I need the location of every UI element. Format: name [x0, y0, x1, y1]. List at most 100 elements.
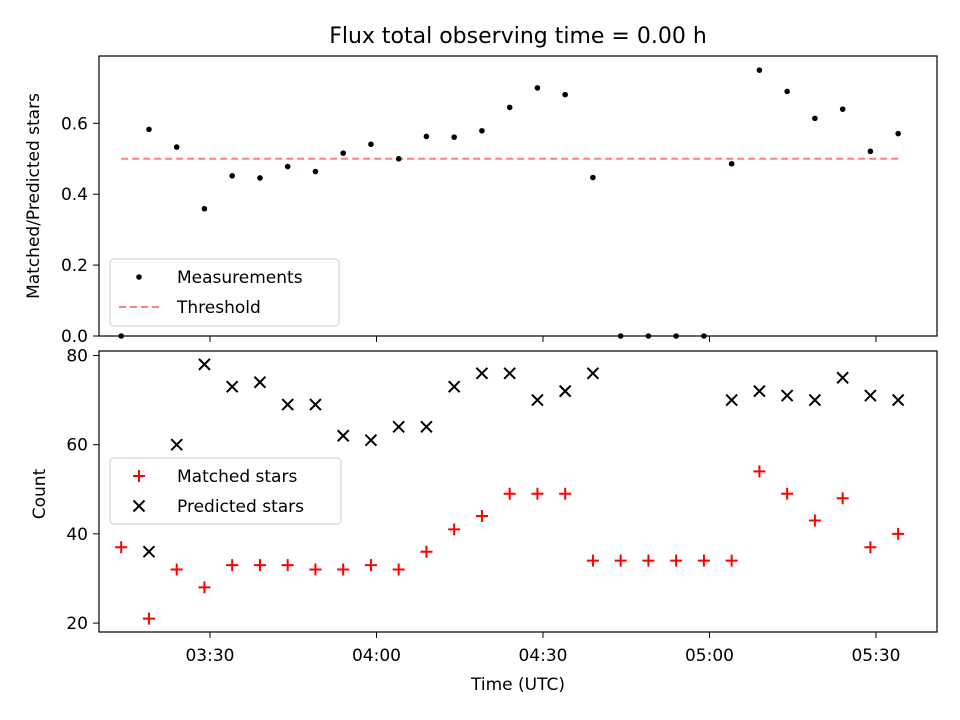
matched-star-point: [392, 563, 405, 576]
measurement-point: [173, 144, 180, 150]
predicted-star-point: [558, 384, 572, 398]
top-legend: Measurements Threshold: [109, 258, 340, 327]
matched-star-point: [697, 554, 710, 567]
measurement-point: [312, 168, 319, 175]
predicted-star-point: [309, 398, 322, 411]
matched-star-point: [226, 559, 239, 572]
measurement-point: [284, 163, 291, 170]
matched-star-point: [808, 514, 821, 527]
bottom-y-axis-label: Count: [30, 468, 50, 519]
x-tick-label: 04:00: [352, 646, 401, 666]
matched-star-point: [448, 523, 461, 536]
chart-title: Flux total observing time = 0.00 h: [329, 24, 707, 49]
top-axes-frame: [98, 55, 938, 337]
bottom-y-tick-label: 60: [66, 436, 88, 456]
measurement-point: [451, 134, 457, 140]
predicted-star-point: [780, 389, 794, 402]
legend-matched-label: Matched stars: [177, 467, 297, 487]
measurement-point: [812, 115, 818, 122]
predicted-star-point: [253, 376, 267, 389]
top-y-tick-label: 0.6: [61, 114, 88, 134]
matched-star-point: [115, 541, 128, 554]
predicted-star-point: [364, 433, 378, 447]
predicted-star-point: [392, 420, 405, 434]
x-axis-label: Time (UTC): [470, 675, 565, 695]
matched-star-point: [864, 541, 877, 554]
measurement-point: [895, 130, 901, 137]
matched-star-point: [753, 465, 766, 478]
matched-star-point: [364, 559, 377, 572]
measurement-point: [506, 104, 513, 111]
top-y-tick-label: 0.0: [61, 327, 88, 347]
measurement-point: [340, 150, 346, 156]
predicted-star-point: [420, 420, 433, 434]
legend-threshold-label: Threshold: [176, 298, 261, 318]
x-tick-label: 04:30: [518, 646, 567, 666]
measurement-point: [534, 85, 541, 91]
measurement-point: [590, 174, 596, 181]
legend-predicted-label: Predicted stars: [177, 497, 304, 517]
matched-star-point: [503, 487, 516, 500]
predicted-star-point: [808, 393, 822, 407]
matched-star-point: [420, 545, 433, 558]
bottom-y-tick-label: 40: [66, 525, 88, 545]
matched-star-point: [253, 559, 266, 572]
measurement-point: [839, 106, 846, 112]
measurement-point: [562, 91, 568, 98]
predicted-star-point: [864, 389, 877, 402]
legend-measurements-marker: [136, 274, 142, 280]
predicted-star-point: [753, 384, 766, 398]
top-panel: 0.0 0.2 0.4 0.6 Matched/Predicted stars Mea…: [24, 55, 938, 347]
matched-star-point: [198, 581, 211, 594]
matched-star-point: [142, 612, 155, 625]
bottom-y-tick-label: 80: [66, 346, 88, 366]
x-tick-label: 03:30: [185, 646, 234, 666]
top-y-tick-label: 0.4: [61, 185, 88, 205]
matched-star-point: [170, 563, 183, 576]
measurement-point: [867, 148, 874, 155]
bottom-axes-frame: [98, 350, 938, 633]
measurement-point: [784, 88, 790, 95]
predicted-star-point: [475, 367, 489, 380]
predicted-star-point: [225, 380, 239, 393]
predicted-star-point: [198, 358, 211, 371]
legend-measurements-label: Measurements: [177, 268, 303, 288]
matched-star-point: [559, 487, 572, 500]
matched-star-point: [642, 554, 655, 567]
predicted-star-point: [336, 429, 350, 442]
top-legend-box: [109, 258, 340, 327]
matched-star-point: [586, 554, 599, 567]
measurement-point: [423, 133, 430, 140]
matched-star-point: [836, 492, 849, 505]
measurement-point: [479, 127, 485, 134]
predicted-star-point: [503, 367, 516, 380]
matched-star-point: [281, 559, 294, 572]
top-y-axis-label: Matched/Predicted stars: [24, 93, 44, 299]
measurement-point: [756, 67, 763, 73]
predicted-star-point: [142, 545, 156, 558]
top-y-tick-label: 0.2: [61, 256, 88, 276]
x-tick-label: 05:00: [685, 646, 734, 666]
predicted-star-point: [836, 371, 849, 384]
matched-star-point: [892, 527, 905, 540]
predicted-star-point: [586, 367, 600, 380]
measurement-point: [368, 141, 374, 148]
predicted-star-point: [281, 398, 294, 411]
matched-star-point: [670, 554, 683, 567]
predicted-star-point: [725, 393, 738, 407]
predicted-star-point: [891, 393, 905, 407]
measurement-point: [395, 155, 402, 162]
bottom-legend-box: [109, 457, 342, 525]
x-tick-label: 05:30: [851, 646, 900, 666]
measurement-point: [146, 126, 152, 133]
predicted-star-point: [531, 393, 544, 407]
measurement-point: [201, 205, 208, 212]
matched-star-point: [531, 487, 544, 500]
predicted-star-point: [447, 380, 461, 393]
legend-matched-marker: [133, 470, 145, 482]
predicted-star-point: [170, 438, 183, 451]
matched-star-point: [337, 563, 350, 576]
matched-star-point: [309, 563, 322, 576]
